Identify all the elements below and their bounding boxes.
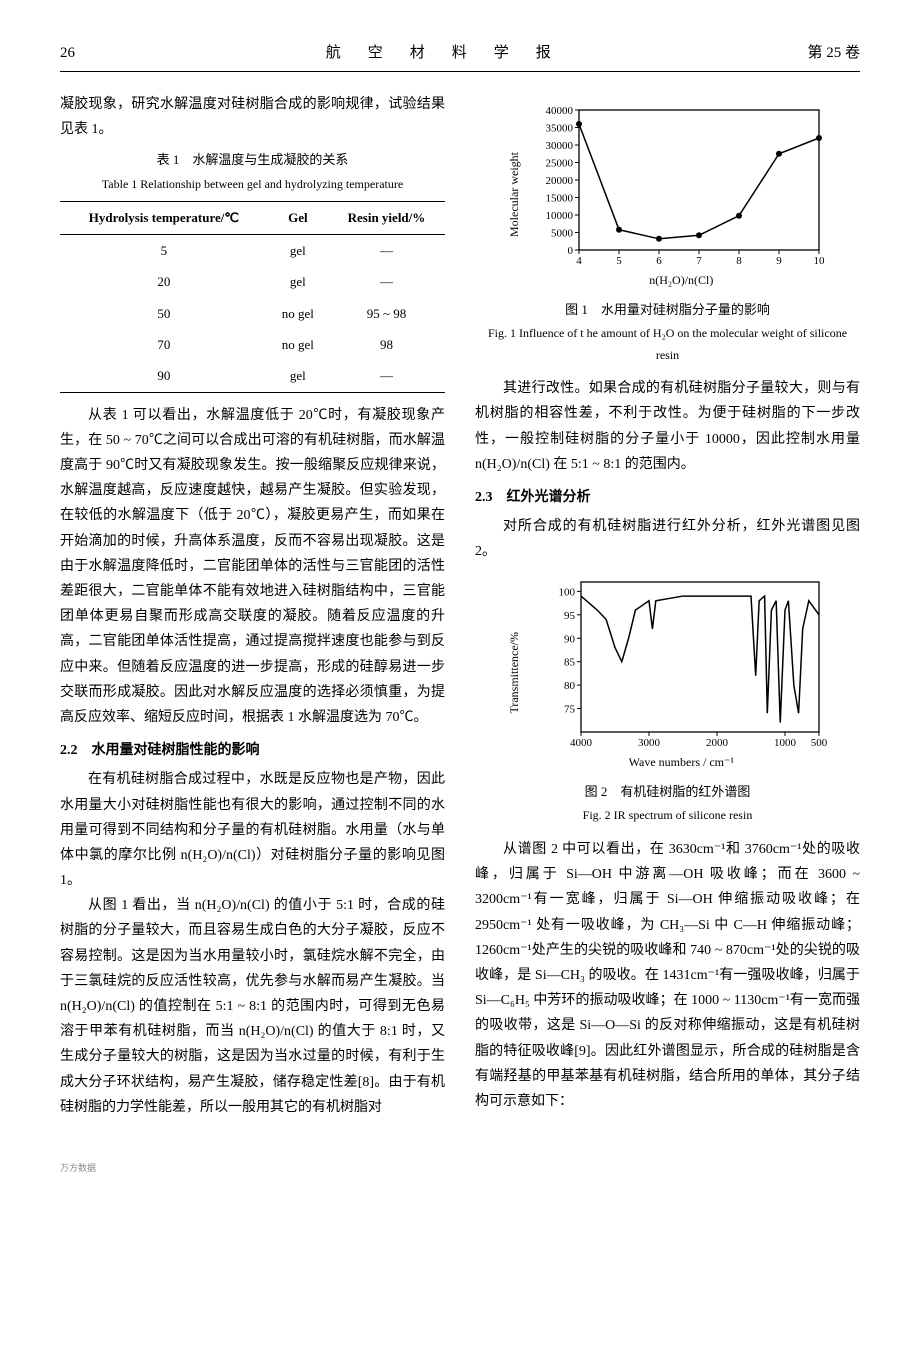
table-cell: gel [268, 360, 328, 392]
svg-text:5000: 5000 [551, 228, 574, 240]
two-column-layout: 凝胶现象，研究水解温度对硅树脂合成的影响规律，试验结果见表 1。 表 1 水解温… [60, 92, 860, 1120]
figure2-wrap: Transmittence/% 75 80 85 90 95 100 4000 3000 200… [475, 570, 860, 774]
table-row: 70no gel98 [60, 329, 445, 360]
svg-text:10: 10 [814, 255, 826, 267]
table1: Hydrolysis temperature/℃GelResin yield/%… [60, 201, 445, 392]
sec22-p1: 在有机硅树脂合成过程中，水既是反应物也是产物，因此水用量大小对硅树脂性能也有很大… [60, 767, 445, 893]
right-column: Molecular weight 0 5000 10000 15000 20000 250… [475, 92, 860, 1120]
fig1-xlabel: n(H₂O)/n(Cl) [531, 270, 831, 292]
svg-text:75: 75 [564, 704, 576, 716]
svg-text:25000: 25000 [546, 158, 574, 170]
sec22-p2: 从图 1 看出，当 n(H₂O)/n(Cl) 的值小于 5:1 时，合成的硅树脂… [60, 893, 445, 1120]
fig1-ylabel: Molecular weight [504, 152, 526, 237]
svg-text:15000: 15000 [546, 193, 574, 205]
figure1-chart: 0 5000 10000 15000 20000 25000 30000 35000 40000… [531, 98, 831, 268]
table-cell: — [328, 234, 445, 266]
svg-text:80: 80 [564, 681, 576, 693]
table-row: 5gel— [60, 234, 445, 266]
para-after-fig2: 从谱图 2 中可以看出，在 3630cm⁻¹和 3760cm⁻¹处的吸收峰，归属… [475, 837, 860, 1114]
table1-col-header: Hydrolysis temperature/℃ [60, 202, 268, 234]
svg-text:10000: 10000 [546, 210, 574, 222]
svg-text:40000: 40000 [546, 105, 574, 117]
table-cell: gel [268, 266, 328, 297]
table1-col-header: Gel [268, 202, 328, 234]
table-row: 20gel— [60, 266, 445, 297]
table-cell: gel [268, 234, 328, 266]
svg-text:8: 8 [737, 255, 743, 267]
svg-text:90: 90 [564, 634, 576, 646]
table-cell: 95 ~ 98 [328, 298, 445, 329]
page-number: 26 [60, 40, 75, 67]
svg-text:6: 6 [657, 255, 663, 267]
fig2-xlabel: Wave numbers / cm⁻¹ [531, 752, 831, 774]
left-column: 凝胶现象，研究水解温度对硅树脂合成的影响规律，试验结果见表 1。 表 1 水解温… [60, 92, 445, 1120]
table1-caption-cn: 表 1 水解温度与生成凝胶的关系 [60, 148, 445, 171]
table-cell: no gel [268, 329, 328, 360]
svg-text:5: 5 [617, 255, 623, 267]
svg-text:100: 100 [559, 587, 576, 599]
svg-text:500: 500 [811, 737, 828, 749]
table-row: 50no gel95 ~ 98 [60, 298, 445, 329]
table-cell: 50 [60, 298, 268, 329]
para-after-table1: 从表 1 可以看出，水解温度低于 20℃时，有凝胶现象产生，在 50 ~ 70℃… [60, 403, 445, 730]
table-cell: 70 [60, 329, 268, 360]
svg-text:35000: 35000 [546, 123, 574, 135]
svg-text:85: 85 [564, 657, 576, 669]
fig2-ylabel: Transmittence/% [504, 632, 526, 714]
table-cell: — [328, 266, 445, 297]
figure1-wrap: Molecular weight 0 5000 10000 15000 20000 250… [475, 98, 860, 292]
section-2-2-title: 2.2 水用量对硅树脂性能的影响 [60, 738, 445, 763]
fig1-caption-en: Fig. 1 Influence of t he amount of H₂O o… [475, 323, 860, 366]
volume: 第 25 卷 [807, 40, 860, 67]
fig2-caption-cn: 图 2 有机硅树脂的红外谱图 [475, 780, 860, 803]
table-cell: 5 [60, 234, 268, 266]
svg-text:95: 95 [564, 610, 576, 622]
table-cell: no gel [268, 298, 328, 329]
table-cell: 98 [328, 329, 445, 360]
fig1-caption-cn: 图 1 水用量对硅树脂分子量的影响 [475, 298, 860, 321]
footer-watermark: 万方数据 [60, 1160, 860, 1176]
page-header: 26 航 空 材 料 学 报 第 25 卷 [60, 40, 860, 72]
svg-text:7: 7 [697, 255, 703, 267]
svg-text:4: 4 [577, 255, 583, 267]
table-cell: 20 [60, 266, 268, 297]
svg-text:20000: 20000 [546, 175, 574, 187]
svg-text:4000: 4000 [570, 737, 593, 749]
svg-text:0: 0 [568, 245, 574, 257]
table1-col-header: Resin yield/% [328, 202, 445, 234]
figure2-chart: 75 80 85 90 95 100 4000 3000 2000 1000 500 [531, 570, 831, 750]
journal-title: 航 空 材 料 学 报 [326, 40, 557, 67]
svg-text:9: 9 [777, 255, 783, 267]
svg-text:2000: 2000 [706, 737, 729, 749]
table-cell: — [328, 360, 445, 392]
left-intro: 凝胶现象，研究水解温度对硅树脂合成的影响规律，试验结果见表 1。 [60, 92, 445, 142]
svg-text:30000: 30000 [546, 140, 574, 152]
para-after-fig1: 其进行改性。如果合成的有机硅树脂分子量较大，则与有机树脂的相容性差，不利于改性。… [475, 376, 860, 477]
svg-text:3000: 3000 [638, 737, 661, 749]
section-2-3-title: 2.3 红外光谱分析 [475, 485, 860, 510]
table1-caption-en: Table 1 Relationship between gel and hyd… [60, 174, 445, 196]
fig2-caption-en: Fig. 2 IR spectrum of silicone resin [475, 805, 860, 827]
table-cell: 90 [60, 360, 268, 392]
table-row: 90gel— [60, 360, 445, 392]
svg-text:1000: 1000 [774, 737, 797, 749]
sec23-p1: 对所合成的有机硅树脂进行红外分析，红外光谱图见图 2。 [475, 514, 860, 564]
